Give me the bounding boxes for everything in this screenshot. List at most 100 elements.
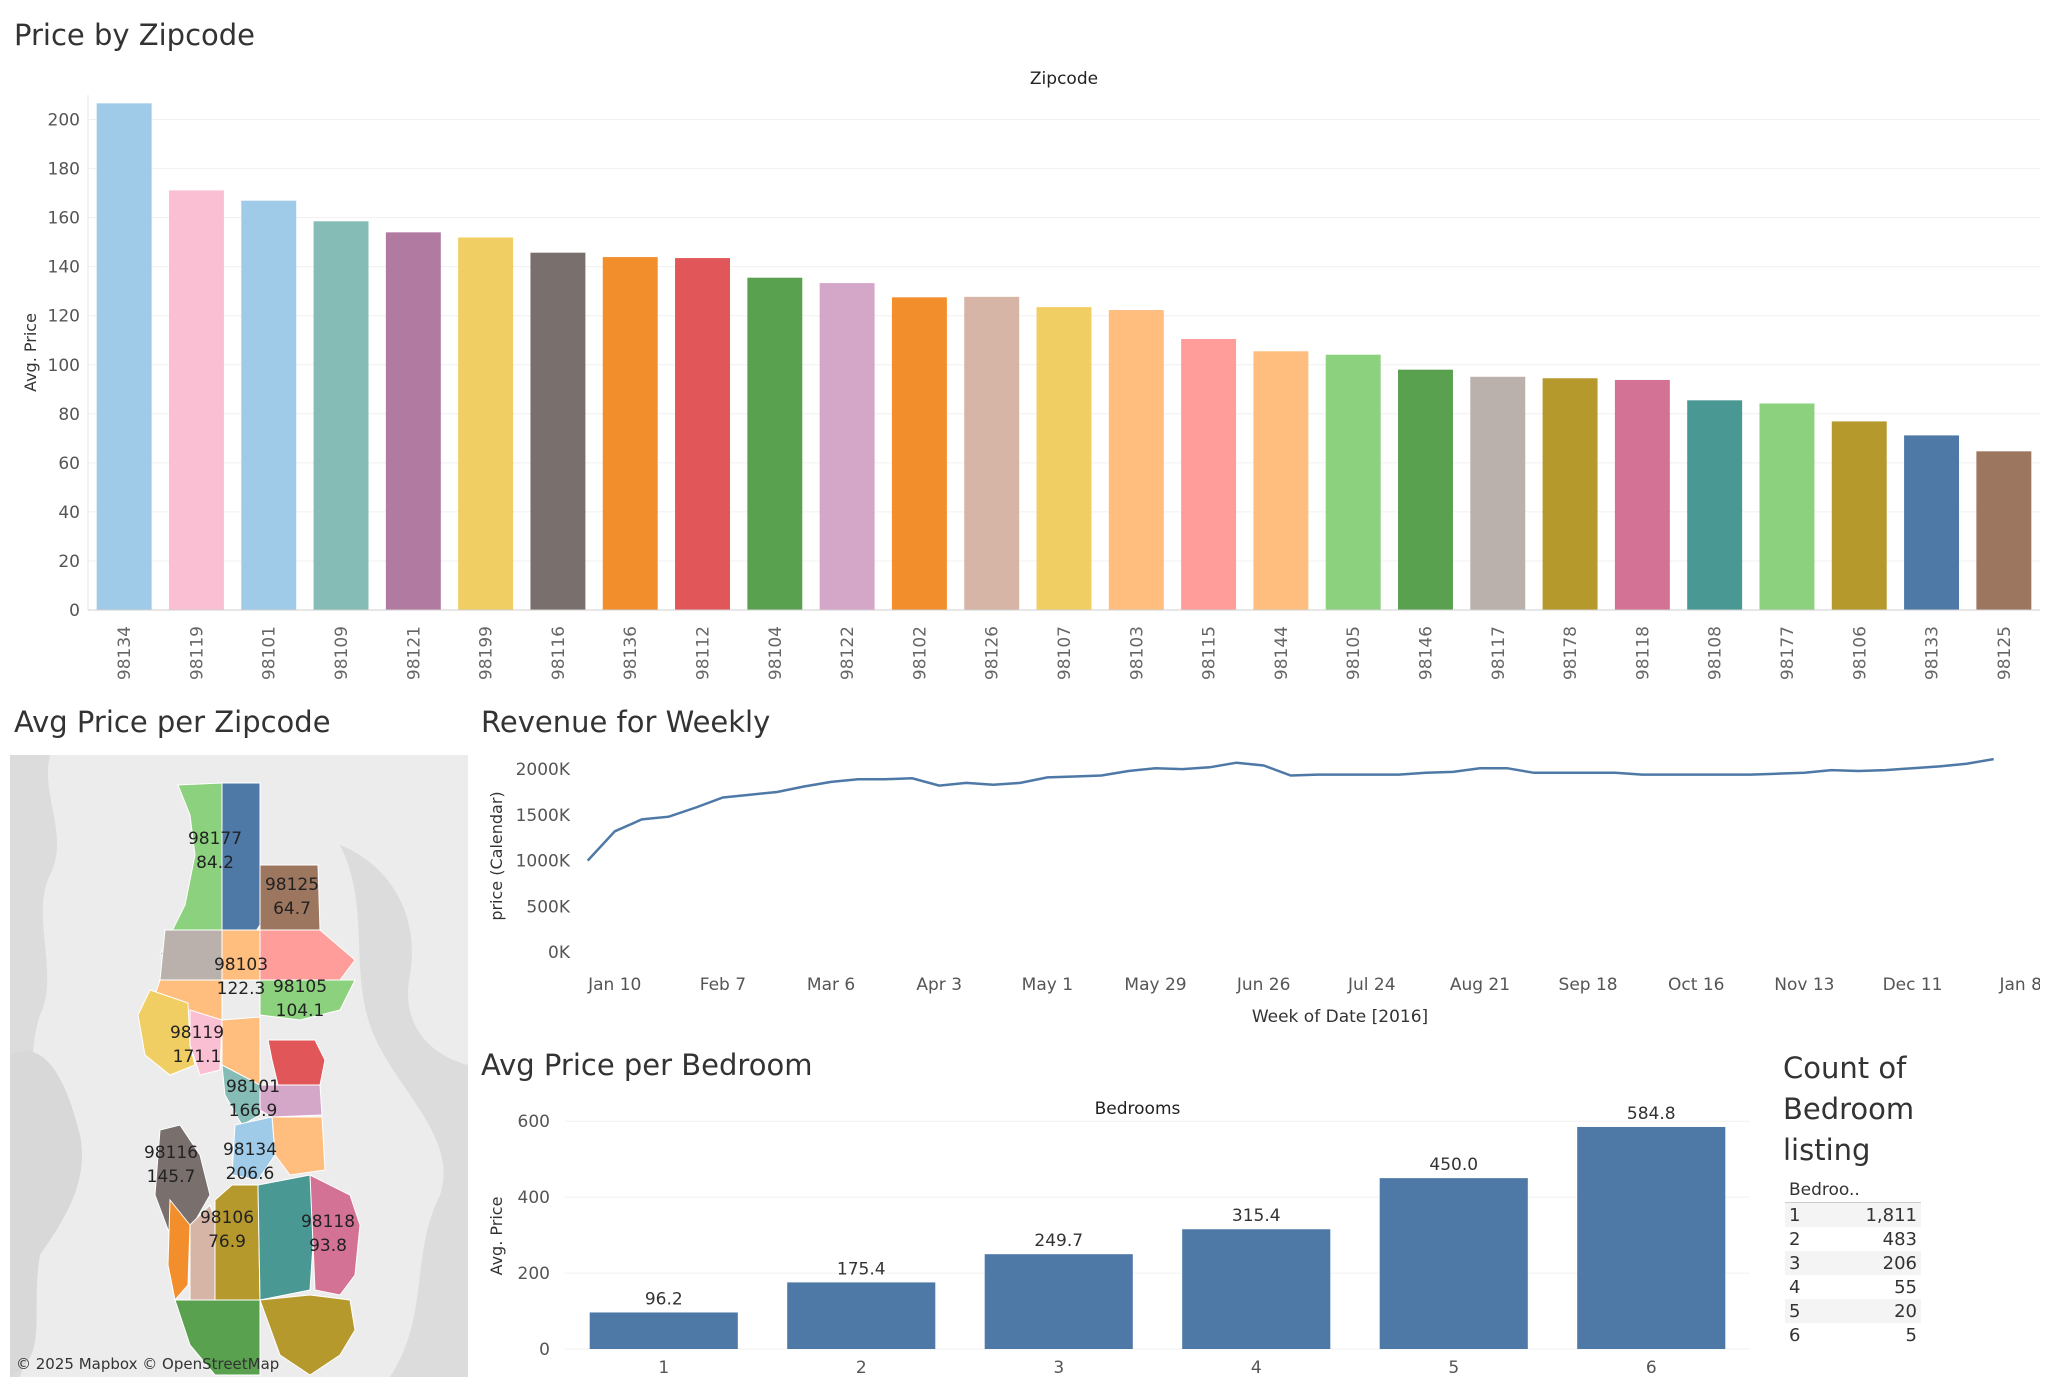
zipcode-map[interactable]: 98177 84.2 98125 64.7 98103 122.3 98105 104.… xyxy=(10,755,468,1377)
bar xyxy=(385,232,441,611)
map-label-98125: 98125 64.7 xyxy=(264,875,320,919)
x-tick-label: May 1 xyxy=(1022,975,1073,995)
map-shapes xyxy=(10,755,468,1377)
bar xyxy=(1398,369,1453,610)
bar xyxy=(168,190,224,610)
x-tick-label: 98112 xyxy=(694,626,714,680)
x-tick-label: 98125 xyxy=(1995,626,2015,680)
table-row: 3 206 xyxy=(1785,1251,1921,1275)
y-tick-label: 180 xyxy=(48,160,80,180)
table-header: Bedroo.. xyxy=(1785,1178,1921,1203)
x-tick-label: Oct 16 xyxy=(1668,975,1724,995)
column-header: Bedrooms xyxy=(1095,1099,1181,1119)
x-tick-label: 4 xyxy=(1251,1358,1262,1378)
bar xyxy=(1542,378,1598,610)
bar xyxy=(530,252,586,610)
weekly-revenue-line-chart: 0K 500K 1000K 1500K 2000K Jan 10 Feb 7 Mar 6 Apr… xyxy=(487,757,2040,1027)
count-cell: 5 xyxy=(1905,1324,1917,1346)
bar xyxy=(96,103,152,610)
table-row: 5 20 xyxy=(1785,1299,1921,1323)
bar xyxy=(1325,354,1381,610)
y-tick-label: 0K xyxy=(548,943,571,963)
bedroom-bar-chart: Bedrooms 0 200 400 600 Avg. Price 96.2 1 175.4 2 2… xyxy=(487,1099,1750,1378)
bar xyxy=(1379,1178,1528,1349)
bar xyxy=(747,277,803,610)
y-tick-label: 100 xyxy=(48,356,80,376)
bedroom-cell: 4 xyxy=(1789,1276,1801,1298)
bedroom-cell: 3 xyxy=(1785,1251,1819,1275)
x-tick-label: Nov 13 xyxy=(1774,975,1834,995)
x-tick-label: 98106 xyxy=(1850,626,1870,680)
y-tick-label: 500K xyxy=(526,897,570,917)
count-cell: 206 xyxy=(1818,1251,1921,1275)
x-tick-label: Jun 26 xyxy=(1236,975,1291,995)
bar xyxy=(1577,1126,1726,1349)
map-label-98118: 98118 93.8 xyxy=(300,1212,356,1256)
x-tick-label: 98102 xyxy=(910,626,930,680)
y-tick-label: 200 xyxy=(518,1264,550,1284)
data-label: 249.7 xyxy=(1034,1231,1083,1251)
y-tick-label: 80 xyxy=(58,405,80,425)
x-tick-label: 98146 xyxy=(1416,626,1436,680)
y-tick-label: 140 xyxy=(48,258,80,278)
count-cell: 20 xyxy=(1818,1299,1921,1323)
bar xyxy=(241,200,297,610)
revenue-line xyxy=(586,757,1994,862)
map-label-98106: 98106 76.9 xyxy=(199,1208,255,1252)
bar xyxy=(787,1282,936,1349)
x-tick-label: 98134 xyxy=(115,626,135,680)
bedroom-cell: 2 xyxy=(1789,1228,1801,1250)
count-table-title: Count of Bedroom listing xyxy=(1783,1051,1915,1167)
bar xyxy=(1036,307,1092,610)
x-tick-label: Jul 24 xyxy=(1347,975,1396,995)
bar xyxy=(458,237,514,610)
x-tick-label: 6 xyxy=(1646,1358,1657,1378)
x-tick-label: Apr 3 xyxy=(916,975,962,995)
map-label-98134: 98134 206.6 xyxy=(222,1140,278,1184)
count-cell: 55 xyxy=(1894,1276,1917,1298)
map-label-98103: 98103 122.3 xyxy=(213,955,269,999)
x-tick-label: Feb 7 xyxy=(700,975,746,995)
x-tick-label: 2 xyxy=(856,1358,867,1378)
x-tick-label: 98122 xyxy=(838,626,858,680)
x-tick-label: Mar 6 xyxy=(807,975,855,995)
data-label: 175.4 xyxy=(837,1259,886,1279)
map-label-98105: 98105 104.1 xyxy=(272,977,328,1021)
bar xyxy=(1831,421,1887,610)
bar xyxy=(819,283,875,610)
y-tick-label: 2000K xyxy=(516,760,571,780)
y-tick-label: 1000K xyxy=(516,852,571,872)
table-row: 1 1,811 xyxy=(1785,1202,1921,1227)
x-tick-label: 98109 xyxy=(332,626,352,680)
map-label-98116: 98116 145.7 xyxy=(143,1143,199,1187)
x-tick-label: 98144 xyxy=(1272,626,1292,680)
x-tick-label: 98105 xyxy=(1344,626,1364,680)
y-tick-label: 600 xyxy=(518,1112,550,1132)
bar xyxy=(1687,400,1743,610)
data-label: 315.4 xyxy=(1232,1206,1281,1226)
y-tick-label: 0 xyxy=(539,1340,550,1360)
data-label: 450.0 xyxy=(1429,1155,1478,1175)
y-tick-label: 40 xyxy=(58,503,80,523)
x-axis-label: Week of Date [2016] xyxy=(1252,1007,1428,1027)
map-label-98101: 98101 166.9 xyxy=(225,1077,281,1121)
x-tick-label: 3 xyxy=(1053,1358,1064,1378)
top-chart-title: Price by Zipcode xyxy=(14,18,256,52)
y-axis-label: price (Calendar) xyxy=(487,791,506,920)
bedroom-cell: 5 xyxy=(1785,1299,1819,1323)
bedroom-cell: 6 xyxy=(1789,1324,1801,1346)
x-tick-label: 5 xyxy=(1448,1358,1459,1378)
bar xyxy=(675,258,730,610)
bar xyxy=(1614,379,1670,610)
x-tick-label: Sep 18 xyxy=(1559,975,1618,995)
y-tick-label: 160 xyxy=(48,209,80,229)
x-tick-label: May 29 xyxy=(1124,975,1186,995)
x-tick-label: 98136 xyxy=(621,626,641,680)
x-tick-label: Jan 8 xyxy=(1998,975,2040,995)
x-tick-label: Jan 10 xyxy=(587,975,641,995)
bedroom-cell: 1 xyxy=(1785,1202,1819,1227)
y-tick-label: 20 xyxy=(58,552,80,572)
x-tick-label: 98108 xyxy=(1706,626,1726,680)
